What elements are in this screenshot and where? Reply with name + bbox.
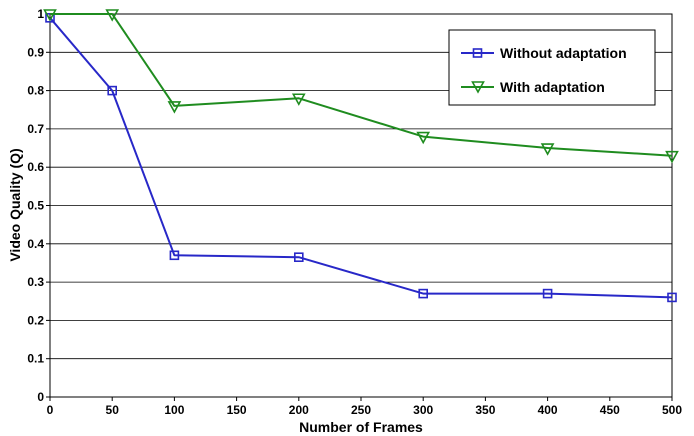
- y-tick-label: 0.3: [27, 275, 44, 289]
- legend-label-with-adaptation: With adaptation: [500, 79, 605, 95]
- grid-layer: [50, 51, 672, 360]
- x-tick-label: 0: [47, 403, 54, 417]
- data-point-without-adaptation: [542, 288, 553, 299]
- y-tick-label: 0.8: [27, 84, 44, 98]
- y-tick-label: 0: [37, 390, 44, 404]
- x-tick-label: 400: [538, 403, 558, 417]
- series-line-without-adaptation: [49, 17, 673, 299]
- legend-marker-with-adaptation: [471, 81, 485, 94]
- x-tick-label: 350: [475, 403, 495, 417]
- series-without-adaptation: [45, 13, 677, 303]
- y-tick-label: 0.2: [27, 313, 44, 327]
- series-line-with-adaptation: [50, 13, 673, 157]
- y-tick-label: 0.6: [27, 160, 44, 174]
- x-axis-title: Number of Frames: [299, 419, 423, 435]
- x-tick-label: 100: [164, 403, 184, 417]
- data-point-without-adaptation: [169, 250, 180, 261]
- data-point-with-adaptation: [291, 93, 306, 106]
- legend: Without adaptation With adaptation: [448, 29, 656, 106]
- y-tick-label: 0.5: [27, 199, 44, 213]
- data-point-with-adaptation: [167, 101, 182, 114]
- x-tick-label: 300: [413, 403, 433, 417]
- legend-box: [448, 29, 656, 106]
- tick-layer: 0 0.1 0.2 0.3 0.4 0.5 0.6 0.7 0.8 0.9 1 0 50 100 150 20…: [27, 7, 682, 417]
- data-point-with-adaptation: [416, 131, 431, 145]
- y-tick-label: 1: [37, 7, 44, 21]
- y-tick-label: 0.7: [27, 122, 44, 136]
- y-axis-title: Video Quality (Q): [7, 148, 23, 261]
- data-point-with-adaptation: [43, 9, 57, 22]
- series-with-adaptation: [43, 9, 679, 164]
- x-tick-label: 150: [227, 403, 247, 417]
- x-tick-label: 250: [351, 403, 371, 417]
- x-tick-label: 50: [106, 403, 120, 417]
- data-point-without-adaptation: [293, 252, 304, 263]
- series-layer: [43, 9, 679, 303]
- legend-marker-without-adaptation: [472, 48, 483, 58]
- x-tick-label: 200: [289, 403, 309, 417]
- legend-label-without-adaptation: Without adaptation: [500, 45, 627, 61]
- y-tick-label: 0.9: [27, 45, 44, 59]
- data-point-with-adaptation: [665, 150, 679, 164]
- y-tick-label: 0.1: [27, 352, 44, 366]
- data-point-without-adaptation: [418, 288, 429, 299]
- x-tick-label: 500: [662, 403, 682, 417]
- data-point-without-adaptation: [667, 292, 677, 303]
- x-tick-label: 450: [600, 403, 620, 417]
- data-point-with-adaptation: [105, 9, 120, 22]
- data-point-without-adaptation: [107, 85, 117, 96]
- data-point-with-adaptation: [540, 143, 555, 156]
- y-tick-label: 0.4: [27, 237, 44, 251]
